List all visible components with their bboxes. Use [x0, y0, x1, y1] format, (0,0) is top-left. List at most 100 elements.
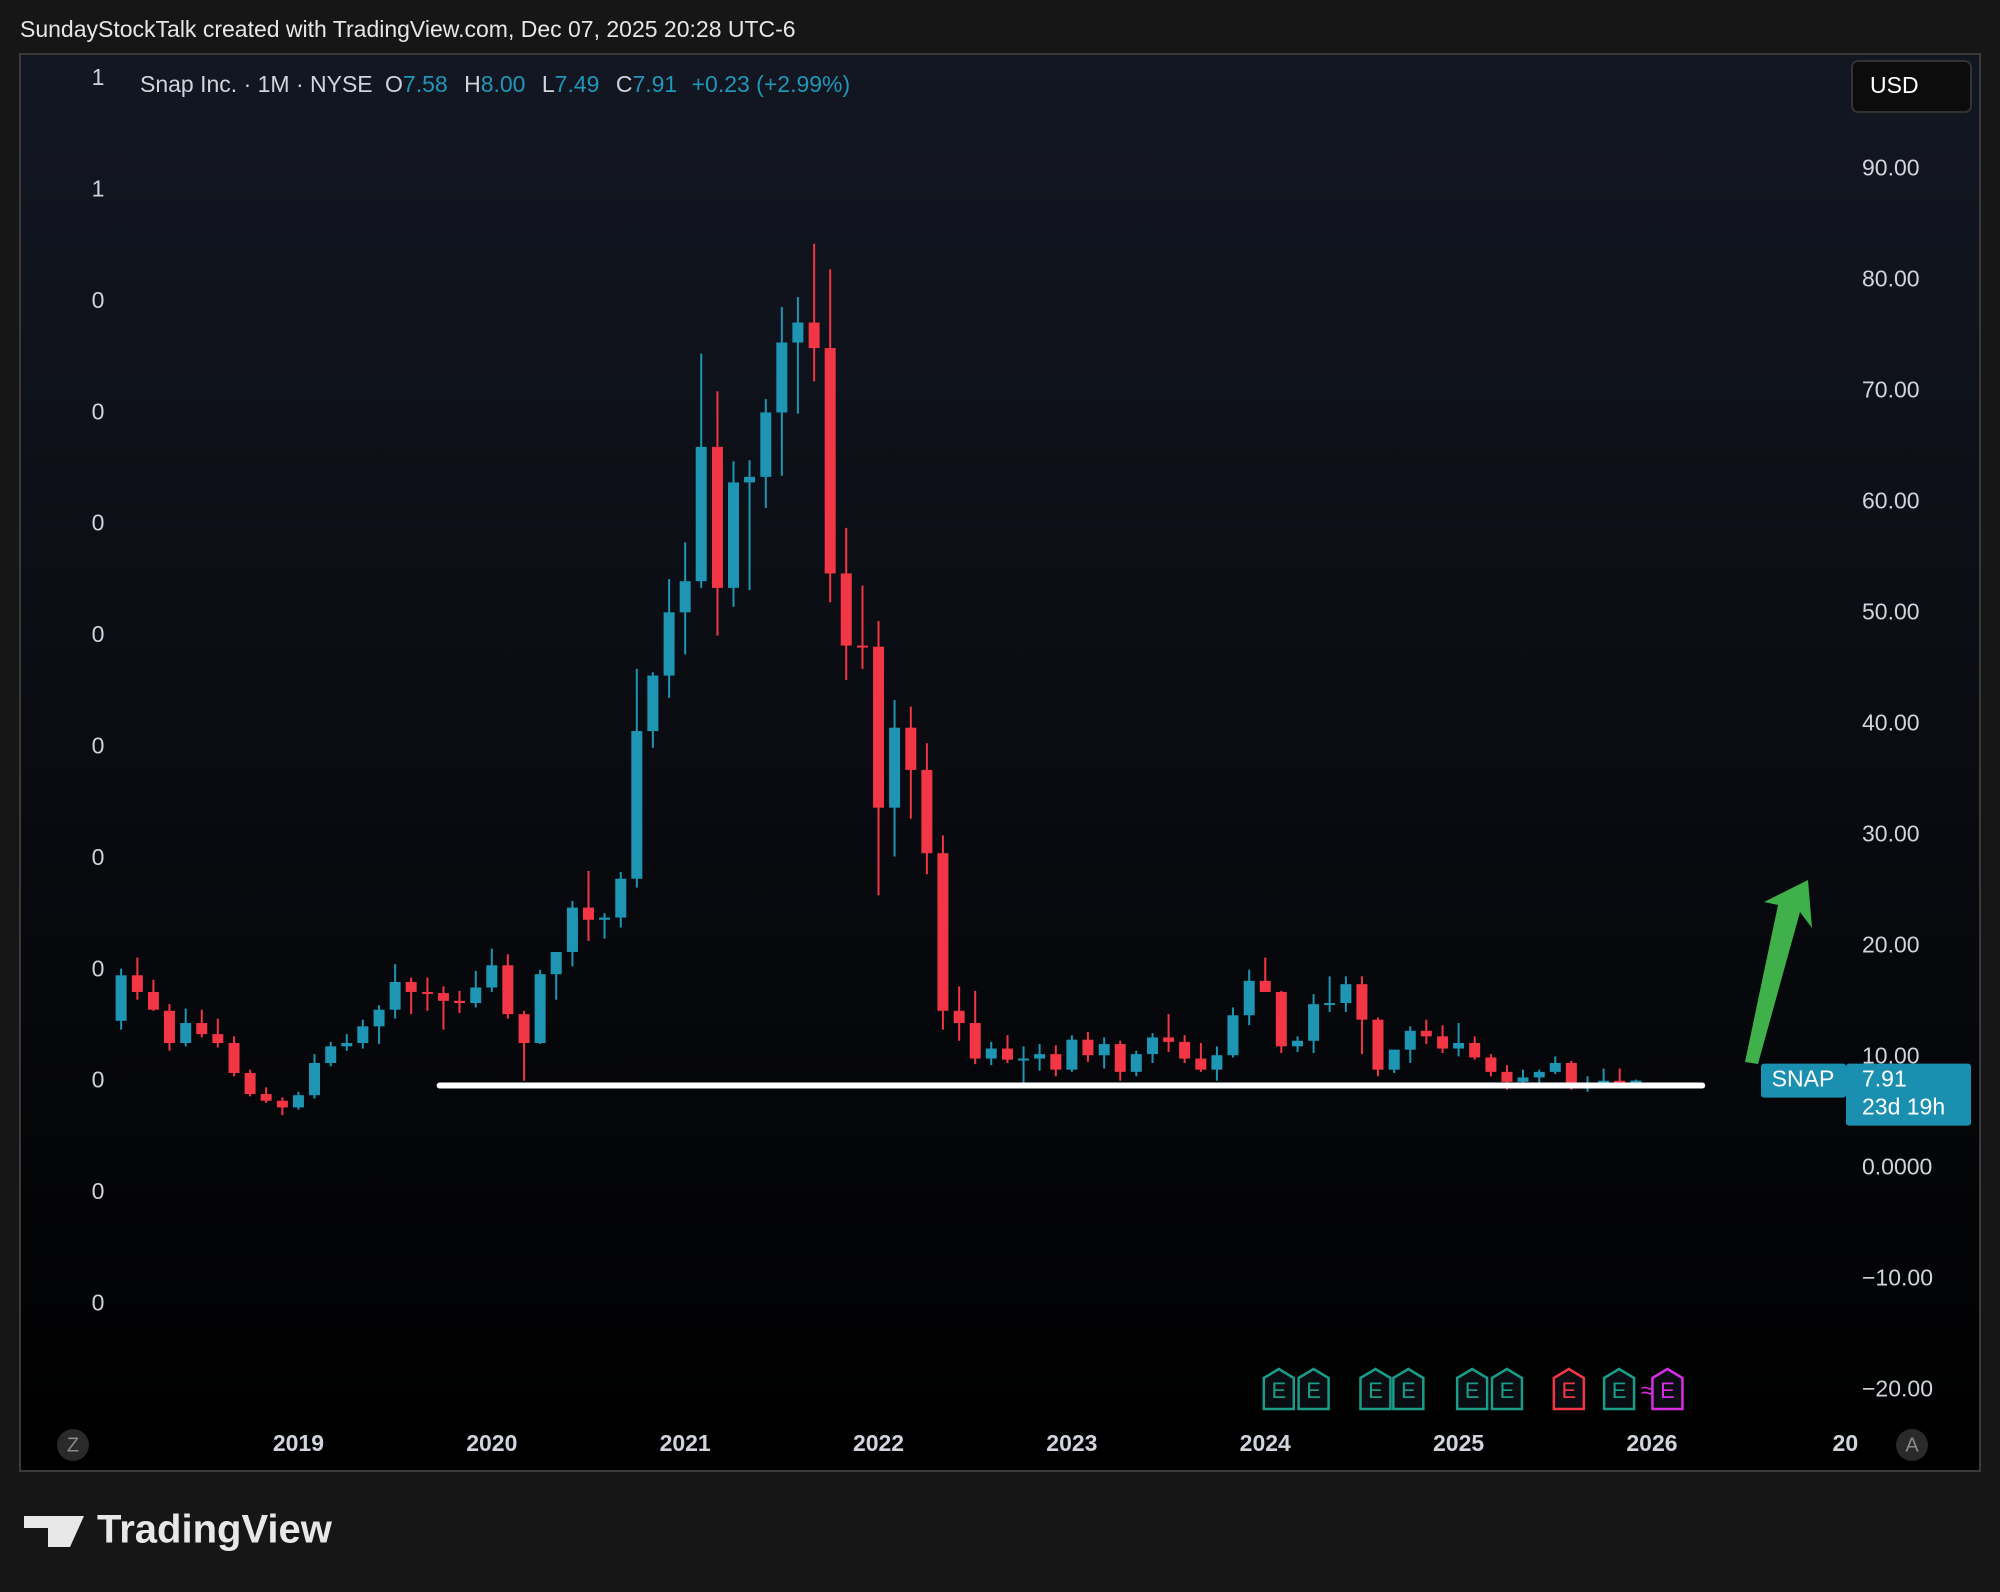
earnings-label[interactable]: E: [1368, 1378, 1383, 1403]
candle-body: [325, 1046, 337, 1063]
legend-high: 8.00: [481, 71, 526, 97]
candle-body: [405, 981, 417, 992]
candle-body: [1308, 1004, 1320, 1041]
earnings-label[interactable]: E: [1465, 1378, 1480, 1403]
earnings-marker[interactable]: [1552, 1367, 1586, 1411]
earnings-marker[interactable]: [1455, 1367, 1489, 1411]
corner-label[interactable]: Z: [67, 1434, 79, 1456]
candle-body: [1517, 1077, 1529, 1082]
earnings-marker[interactable]: [1262, 1367, 1296, 1411]
candle-body: [180, 1023, 192, 1044]
earnings-marker[interactable]: [1651, 1367, 1684, 1411]
earnings-label[interactable]: E: [1660, 1378, 1675, 1403]
candle-body: [728, 482, 740, 588]
y-tick-label: 60.00: [1862, 487, 1920, 513]
price-symbol-box: [1761, 1063, 1846, 1098]
chart-pane: [19, 53, 1981, 1472]
earnings-label[interactable]: E: [1271, 1378, 1286, 1403]
candle-body: [1259, 980, 1271, 992]
candle-body: [776, 342, 788, 413]
earnings-label[interactable]: E: [1306, 1378, 1321, 1403]
candle-body: [1114, 1044, 1126, 1072]
corner-button[interactable]: [1896, 1429, 1928, 1461]
candle-body: [276, 1100, 288, 1108]
drawn-arrow: [1745, 880, 1812, 1064]
price-symbol: SNAP: [1772, 1066, 1835, 1092]
legend-high-label: H: [464, 71, 481, 97]
candle-body: [1034, 1054, 1046, 1059]
y-tick-label: −10.00: [1862, 1265, 1933, 1291]
left-scale-label: 0: [92, 732, 105, 758]
candle-body: [1243, 980, 1255, 1016]
brand-name: TradingView: [97, 1508, 333, 1552]
legend-open-label: O: [385, 71, 403, 97]
candle-body: [502, 965, 514, 1015]
earnings-icon: ≈: [1641, 1377, 1654, 1404]
candle-body: [631, 731, 643, 879]
x-tick-label: 2019: [273, 1430, 324, 1456]
corner-label[interactable]: A: [1905, 1434, 1919, 1456]
candle-body: [421, 991, 433, 994]
y-tick-label: 0.0000: [1862, 1154, 1932, 1180]
earnings-marker[interactable]: [1297, 1367, 1330, 1411]
earnings-label[interactable]: E: [1561, 1378, 1576, 1403]
candle-body: [244, 1072, 256, 1095]
candle-body: [985, 1048, 997, 1059]
candle-body: [1485, 1057, 1497, 1072]
candle-body: [1050, 1054, 1062, 1070]
earnings-marker[interactable]: [1359, 1367, 1392, 1411]
earnings-marker[interactable]: [1490, 1367, 1524, 1411]
earnings-marker[interactable]: [1602, 1367, 1636, 1411]
candle-body: [792, 322, 804, 343]
legend-low-label: L: [542, 71, 555, 97]
earnings-label[interactable]: E: [1500, 1378, 1515, 1403]
candle-body: [1130, 1054, 1142, 1072]
left-scale-label: 0: [92, 510, 105, 536]
left-scale-label: 0: [92, 1067, 105, 1093]
price-countdown: 23d 19h: [1862, 1094, 1945, 1120]
candle-body: [550, 951, 562, 975]
candle-body: [357, 1026, 369, 1044]
candle-body: [1018, 1058, 1030, 1061]
candle-body: [679, 581, 691, 613]
currency-button[interactable]: [1851, 60, 1972, 113]
x-tick-label: 2022: [853, 1430, 904, 1456]
candle-body: [711, 446, 723, 588]
candle-body: [1195, 1058, 1207, 1070]
corner-button[interactable]: [57, 1429, 89, 1461]
candle-body: [212, 1034, 224, 1044]
candle-body: [824, 348, 836, 574]
candle-body: [599, 917, 611, 920]
x-tick-label: 2021: [660, 1430, 711, 1456]
currency-label[interactable]: USD: [1870, 72, 1919, 98]
candle-body: [470, 987, 482, 1004]
left-scale-label: 1: [92, 175, 105, 201]
x-tick-label: 2020: [466, 1430, 517, 1456]
candle-body: [566, 907, 578, 952]
legend-open: 7.58: [403, 71, 448, 97]
left-scale-label: 0: [92, 1178, 105, 1204]
candle-body: [260, 1094, 272, 1101]
candle-body: [228, 1043, 240, 1073]
legend-low: 7.49: [555, 71, 600, 97]
candle-body: [663, 612, 675, 676]
left-scale-label: 0: [92, 398, 105, 424]
earnings-marker[interactable]: [1392, 1367, 1425, 1411]
y-tick-label: 20.00: [1862, 932, 1920, 958]
candle-body: [969, 1023, 981, 1059]
candle-body: [905, 727, 917, 770]
legend: Snap Inc. · 1M · NYSE O7.58 H8.00 L7.49 …: [140, 71, 850, 97]
y-tick-label: −20.00: [1862, 1376, 1933, 1402]
candle-body: [873, 646, 885, 808]
y-tick-label: 70.00: [1862, 376, 1920, 402]
earnings-label[interactable]: E: [1401, 1378, 1416, 1403]
earnings-label[interactable]: E: [1612, 1378, 1627, 1403]
candle-body: [1437, 1036, 1449, 1049]
y-tick-label: 30.00: [1862, 820, 1920, 846]
candle-body: [1211, 1055, 1223, 1070]
candle-body: [695, 446, 707, 582]
y-tick-label: 80.00: [1862, 265, 1920, 291]
candle-body: [808, 322, 820, 349]
